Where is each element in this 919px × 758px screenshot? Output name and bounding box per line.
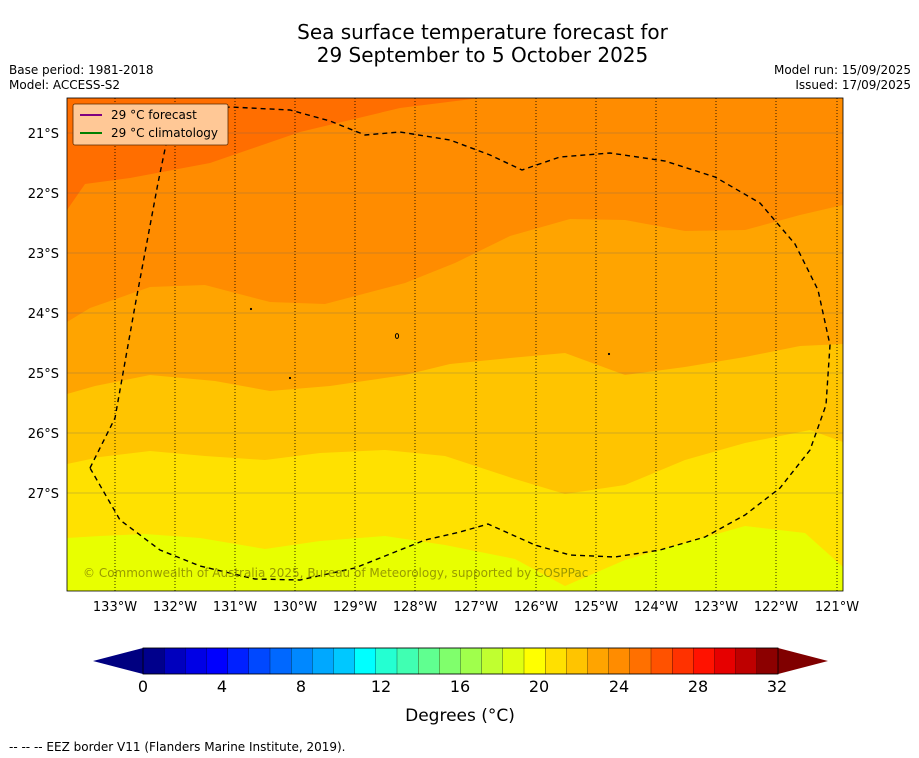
lat-label: 23°S [28, 247, 59, 262]
colorbar-cell [418, 647, 440, 675]
eez-border [89, 106, 831, 581]
colorbar-cell [333, 647, 356, 675]
colorbar-tick: 32 [767, 677, 787, 696]
colorbar-cell [502, 647, 525, 675]
colorbar-cell [396, 647, 419, 675]
colorbar-cell [439, 647, 461, 675]
legend-box: 29 °C forecast 29 °C climatology [72, 103, 229, 146]
colorbar-cell [714, 647, 737, 675]
colorbar-label: Degrees (°C) [405, 706, 515, 726]
title-line-1: Sea surface temperature forecast for [297, 20, 668, 44]
colorbar-tick: 16 [450, 677, 470, 696]
lon-label: 132°W [153, 600, 197, 615]
colorbar-tick: 0 [138, 677, 148, 696]
colorbar-frame [142, 647, 779, 675]
colorbar-cell [312, 647, 334, 675]
copyright-text: © Commonwealth of Australia 2025, Bureau… [83, 566, 588, 580]
colorbar-tick: 24 [609, 677, 629, 696]
lon-label: 129°W [333, 600, 377, 615]
lat-label: 25°S [28, 367, 59, 382]
colorbar-cell [185, 647, 207, 675]
colorbar-cell [629, 647, 652, 675]
colorbar-cell [566, 647, 588, 675]
colorbar: 0 4 8 12 16 20 24 28 32 Degrees (°C) [93, 647, 828, 726]
lon-label: 123°W [694, 600, 738, 615]
lon-label: 133°W [93, 600, 137, 615]
colorbar-cell [608, 647, 631, 675]
colorbar-tick: 28 [688, 677, 708, 696]
legend-forecast-label: 29 °C forecast [111, 108, 197, 122]
lon-axis: 133°W 132°W 131°W 130°W 129°W 128°W 127°… [93, 600, 859, 615]
colorbar-tick: 20 [529, 677, 549, 696]
colorbar-tick: 4 [217, 677, 227, 696]
colorbar-cell [291, 647, 313, 675]
colorbar-cell [545, 647, 567, 675]
lon-label: 128°W [393, 600, 437, 615]
colorbar-cell [735, 647, 758, 675]
base-period: Base period: 1981-2018 [9, 63, 154, 77]
lon-label: 126°W [514, 600, 558, 615]
colorbar-cell [481, 647, 504, 675]
map-frame [66, 97, 844, 592]
colorbar-cell [164, 647, 186, 675]
eez-footer-note: -- -- -- EEZ border V11 (Flanders Marine… [9, 740, 346, 754]
colorbar-cells [142, 647, 779, 675]
lat-label: 21°S [28, 127, 59, 142]
lon-label: 130°W [273, 600, 317, 615]
colorbar-cell [248, 647, 271, 675]
lon-label: 124°W [634, 600, 678, 615]
model-name: Model: ACCESS-S2 [9, 78, 121, 92]
colorbar-cell [269, 647, 292, 675]
lon-label: 127°W [454, 600, 498, 615]
colorbar-cell [650, 647, 673, 675]
lat-label: 22°S [28, 187, 59, 202]
model-run: Model run: 15/09/2025 [773, 63, 911, 77]
islands [249, 307, 611, 380]
colorbar-cell [756, 647, 779, 675]
colorbar-cell [587, 647, 610, 675]
colorbar-ticks: 0 4 8 12 16 20 24 28 32 [138, 677, 787, 696]
lon-label: 131°W [213, 600, 257, 615]
colorbar-cell [523, 647, 546, 675]
colorbar-cell [227, 647, 250, 675]
colorbar-cell [206, 647, 229, 675]
lat-label: 24°S [28, 307, 59, 322]
colorbar-cell [375, 647, 398, 675]
lon-gridlines [114, 98, 838, 591]
lat-axis: 21°S 22°S 23°S 24°S 25°S 26°S 27°S [28, 127, 59, 502]
colorbar-cell [142, 647, 165, 675]
lat-label: 27°S [28, 487, 59, 502]
issued-date: Issued: 17/09/2025 [795, 78, 911, 92]
title-line-2: 29 September to 5 October 2025 [316, 43, 649, 67]
sst-map: © Commonwealth of Australia 2025, Bureau… [28, 97, 859, 615]
colorbar-cell [460, 647, 483, 675]
colorbar-over-arrow [778, 648, 828, 674]
lon-label: 121°W [815, 600, 859, 615]
colorbar-under-arrow [93, 648, 143, 674]
lon-label: 122°W [754, 600, 798, 615]
legend-climatology-label: 29 °C climatology [111, 126, 218, 140]
lat-label: 26°S [28, 427, 59, 442]
colorbar-cell [354, 647, 377, 675]
colorbar-cell [672, 647, 694, 675]
colorbar-tick: 8 [296, 677, 306, 696]
colorbar-cell [693, 647, 715, 675]
band-23c [67, 526, 843, 591]
colorbar-tick: 12 [371, 677, 391, 696]
lon-label: 125°W [574, 600, 618, 615]
